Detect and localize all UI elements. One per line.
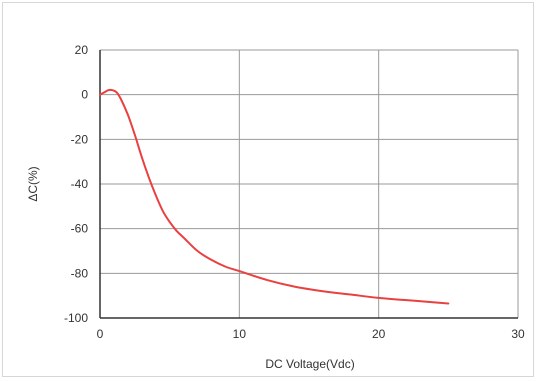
y-tick-label: -80: [71, 266, 89, 280]
y-tick-label: -100: [64, 311, 88, 325]
y-tick-label: -60: [71, 222, 89, 236]
series-group: [99, 88, 450, 305]
x-tick-labels: 0 10 20 30: [97, 327, 525, 341]
y-gridlines: [100, 49, 518, 274]
y-tick-label: -40: [71, 177, 89, 191]
x-tick-label: 20: [372, 327, 386, 341]
chart-frame: [2, 2, 534, 377]
y-tick-labels: 20 0 -20 -40 -60 -80 -100: [64, 43, 88, 325]
x-axis-label: DC Voltage(Vdc): [265, 357, 354, 371]
y-tick-label: -20: [71, 132, 89, 146]
x-tick-label: 10: [233, 327, 247, 341]
y-tick-label: 20: [75, 43, 89, 57]
x-tick-label: 30: [511, 327, 525, 341]
x-gridlines: [238, 50, 519, 318]
x-tick-label: 0: [97, 327, 104, 341]
y-axis-label: ΔC(%): [26, 166, 40, 201]
series-line-0: [99, 88, 450, 305]
y-tick-label: 0: [81, 88, 88, 102]
